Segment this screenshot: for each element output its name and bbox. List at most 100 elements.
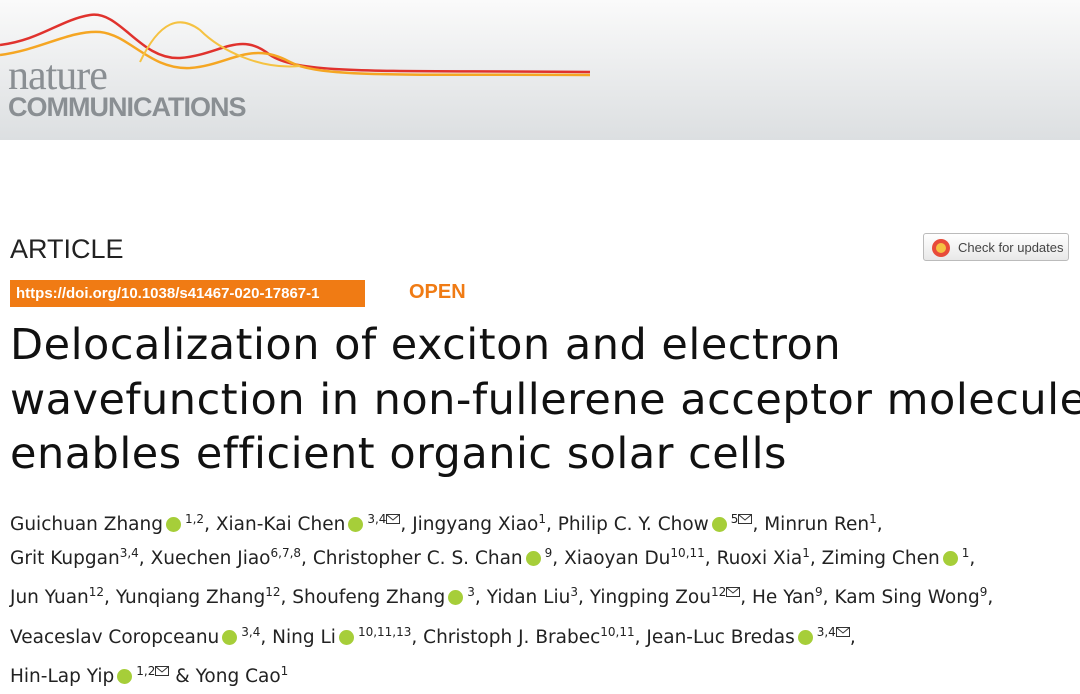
mail-icon: [155, 654, 170, 688]
author: Xuechen Jiao6,7,8,: [150, 547, 307, 569]
author-name: Ning Li: [272, 626, 336, 648]
logo-nature: nature: [8, 53, 108, 99]
author-name: Ziming Chen: [821, 547, 940, 569]
logo-waves: [0, 13, 591, 77]
author-name: Ruoxi Xia: [716, 547, 803, 569]
author: Ziming Chen 1,: [821, 547, 976, 569]
author: Shoufeng Zhang 3,: [292, 586, 481, 608]
author: Yidan Liu3,: [486, 586, 584, 608]
orcid-icon: [525, 550, 541, 566]
author-name: Christopher C. S. Chan: [312, 547, 523, 569]
author: Xiaoyan Du10,11,: [564, 545, 711, 569]
separator: ,: [546, 514, 552, 535]
author: Christoph J. Brabec10,11,: [423, 624, 641, 648]
author: He Yan9,: [752, 586, 829, 608]
affiliation: 3,4: [367, 512, 387, 526]
doi-link[interactable]: https://doi.org/10.1038/s41467-020-17867…: [10, 280, 365, 307]
separator: ,: [260, 626, 267, 648]
check-updates-button[interactable]: Check for updates: [923, 233, 1069, 261]
author-name: Yingping Zou: [589, 587, 711, 608]
affiliation: 10,11: [600, 624, 635, 639]
separator: ,: [704, 547, 711, 569]
author-name: Philip C. Y. Chow: [557, 514, 709, 535]
separator: ,: [740, 587, 747, 608]
author: Kam Sing Wong9,: [834, 586, 994, 608]
author-name: Yunqiang Zhang: [115, 587, 266, 608]
separator: ,: [752, 514, 759, 535]
affiliation: 1,2: [184, 512, 205, 526]
separator: ,: [849, 626, 856, 648]
separator: ,: [634, 626, 641, 648]
separator: ,: [400, 514, 407, 535]
author-name: Minrun Ren: [764, 514, 870, 535]
orcid-icon: [711, 517, 727, 532]
separator: ,: [280, 587, 287, 608]
author: Yunqiang Zhang12,: [115, 585, 287, 608]
article-type: ARTICLE: [10, 234, 124, 264]
mail-icon: [835, 615, 850, 649]
affiliation: 9: [544, 545, 553, 560]
separator: ,: [552, 547, 559, 569]
author: Grit Kupgan3,4,: [10, 545, 145, 569]
envelope: [726, 587, 741, 597]
title-line: Delocalization of exciton and electron: [10, 320, 842, 370]
author-name: Christoph J. Brabec: [423, 626, 601, 648]
author-name: Yidan Liu: [486, 587, 571, 608]
author-name: Guichuan Zhang: [10, 514, 163, 535]
separator: ,: [138, 547, 145, 569]
author-name: Yong Cao: [195, 666, 281, 687]
author-name: Veaceslav Coropceanu: [10, 626, 220, 648]
separator: ,: [987, 587, 994, 608]
envelope: [155, 666, 170, 676]
author-name: Jean-Luc Bredas: [646, 626, 795, 648]
author: Jun Yuan12,: [10, 585, 110, 608]
author: Yong Cao1: [195, 664, 289, 687]
separator: ,: [822, 587, 829, 608]
affiliation: 12: [265, 585, 281, 599]
author: Veaceslav Coropceanu 3,4,: [10, 626, 267, 648]
separator: ,: [301, 547, 307, 569]
envelope: [835, 626, 850, 637]
author-name: Xian-Kai Chen: [215, 514, 346, 535]
orcid-icon: [348, 517, 364, 532]
affiliation: 1: [280, 664, 289, 678]
affiliation: 1,2: [136, 664, 156, 678]
check-icon: [932, 239, 950, 257]
author: Jingyang Xiao1,: [412, 512, 552, 535]
envelope: [386, 514, 401, 524]
open-access: OPEN: [409, 281, 466, 303]
orcid-icon: [222, 629, 238, 645]
journal-banner: [0, 0, 1080, 140]
separator: ,: [104, 587, 110, 608]
author-name: Xuechen Jiao: [150, 547, 271, 569]
separator: ,: [969, 547, 976, 569]
affiliation: 10,11: [670, 545, 705, 560]
affiliation: 12: [710, 585, 727, 599]
separator: ,: [876, 514, 883, 535]
affiliation: 3,4: [816, 624, 836, 639]
affiliation: 3,4: [119, 545, 139, 560]
author-name: Xiaoyan Du: [564, 547, 671, 569]
orcid-icon: [338, 629, 354, 645]
affiliation: 1: [869, 512, 877, 526]
orcid-icon: [117, 669, 133, 684]
author: Hin-Lap Yip 1,2: [10, 664, 170, 687]
title-line: wavefunction in non-fullerene acceptor m…: [10, 374, 1080, 425]
mail-icon: [738, 502, 753, 536]
author: Ruoxi Xia1,: [716, 547, 816, 569]
affiliation: 1: [538, 512, 546, 526]
mail-icon: [386, 502, 401, 536]
author: Yingping Zou12,: [589, 585, 747, 608]
affiliation: 12: [88, 585, 105, 599]
author: Xian-Kai Chen 3,4,: [215, 512, 407, 535]
orcid-icon: [797, 629, 813, 645]
final-separator: &: [175, 666, 190, 687]
author-name: Jun Yuan: [10, 587, 89, 608]
article-title: Delocalization of exciton and electron wa…: [10, 318, 1080, 482]
affiliation: 5: [730, 512, 739, 526]
logo-communications: COMMUNICATIONS: [8, 92, 246, 122]
author: Christopher C. S. Chan 9,: [312, 545, 559, 569]
envelope: [738, 514, 753, 524]
check-updates-label: Check for updates: [958, 240, 1064, 255]
separator: ,: [474, 587, 481, 608]
